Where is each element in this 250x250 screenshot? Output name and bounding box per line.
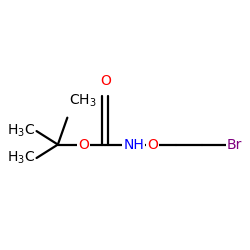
Text: NH: NH	[123, 138, 144, 151]
Text: H$_3$C: H$_3$C	[7, 150, 36, 166]
Text: Br: Br	[227, 138, 242, 151]
Text: O: O	[147, 138, 158, 151]
Text: CH$_3$: CH$_3$	[68, 93, 96, 109]
Text: H$_3$C: H$_3$C	[7, 123, 36, 139]
Text: O: O	[100, 74, 111, 88]
Text: O: O	[78, 138, 89, 151]
